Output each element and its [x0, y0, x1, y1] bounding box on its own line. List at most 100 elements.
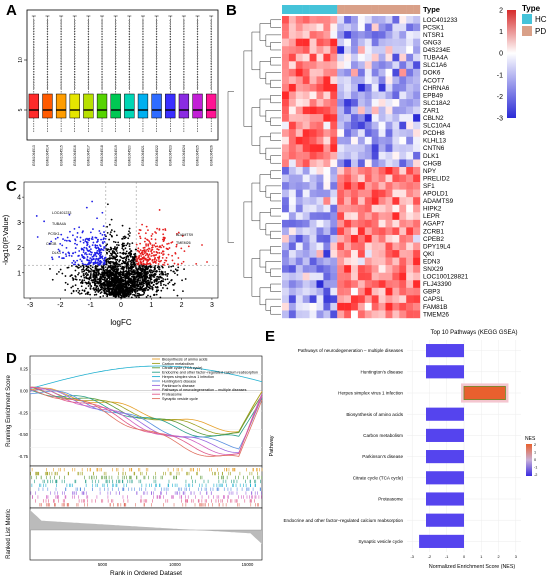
outlier-point	[87, 73, 90, 76]
volcano-point	[116, 278, 119, 281]
outlier-point	[74, 87, 76, 89]
dendrogram-root	[227, 91, 234, 243]
heatmap-cell	[357, 53, 365, 62]
volcano-point	[130, 270, 133, 273]
heatmap-cell	[282, 99, 290, 107]
heatmap-cell	[344, 234, 352, 243]
heatmap-cell	[371, 257, 379, 266]
dendrogram-branch	[270, 268, 281, 277]
heatmap-cell	[378, 159, 386, 168]
heatmap-cell	[378, 121, 386, 130]
heatmap-cell	[330, 38, 338, 47]
heatmap-cell	[295, 129, 303, 137]
x-tick-label: GSM1064522	[155, 145, 159, 166]
legend-tick: 0	[534, 458, 536, 462]
volcano-point	[79, 236, 82, 239]
heatmap-cell	[316, 31, 324, 39]
outlier-point	[169, 62, 171, 65]
heatmap-cell	[351, 257, 359, 266]
outlier-point	[196, 81, 199, 84]
outlier-point	[128, 38, 131, 41]
outlier-point	[87, 81, 90, 84]
volcano-point	[140, 258, 143, 261]
heatmap-cell	[337, 151, 345, 160]
volcano-point	[82, 239, 85, 241]
heatmap-cell	[351, 16, 359, 24]
heatmap-cell	[364, 76, 372, 85]
volcano-point	[126, 243, 129, 245]
heatmap-cell	[344, 46, 352, 54]
volcano-point	[89, 267, 92, 270]
outlier-point	[46, 52, 49, 54]
volcano-point	[132, 260, 134, 263]
heatmap-cell	[288, 129, 296, 137]
annotation-cell	[295, 5, 303, 14]
outlier-point	[142, 68, 144, 70]
volcano-point	[124, 273, 127, 275]
heatmap-cell	[330, 234, 338, 243]
heatmap-cell	[295, 257, 303, 266]
volcano-point	[130, 253, 133, 256]
volcano-point	[93, 272, 95, 275]
heatmap-cell	[330, 227, 338, 236]
outlier-point	[155, 52, 158, 54]
outlier-point	[46, 60, 49, 62]
volcano-point	[132, 263, 134, 266]
volcano-point	[114, 256, 117, 259]
x-tick-label: GSM1064513	[32, 145, 36, 166]
volcano-point	[99, 232, 102, 235]
heatmap-cell	[357, 219, 365, 228]
heatmap-row-label: GBP3	[423, 289, 440, 296]
outlier-point	[183, 41, 185, 43]
outlier-point	[183, 81, 185, 84]
volcano-point	[99, 249, 102, 252]
heatmap-cell	[316, 234, 324, 243]
heatmap-cell	[357, 265, 365, 273]
heatmap-cell	[323, 151, 331, 160]
gene-label: TUBA4A	[52, 222, 67, 226]
outlier-point	[183, 33, 185, 35]
heatmap-cell	[309, 106, 317, 115]
outlier-point	[74, 57, 76, 60]
volcano-point	[72, 252, 75, 255]
outlier-point	[183, 52, 185, 54]
heatmap-cell	[302, 68, 310, 77]
volcano-point	[89, 250, 92, 253]
heatmap-cell	[323, 144, 331, 153]
outlier-point	[60, 52, 62, 54]
outlier-point	[210, 46, 212, 49]
volcano-point	[144, 289, 147, 292]
heatmap-cell	[371, 287, 379, 296]
heatmap-cell	[351, 151, 359, 160]
heatmap-cell	[351, 46, 359, 54]
heatmap-row-label: ZCRB1	[423, 228, 444, 235]
legend-label: Endocrine and other factor–regulated cal…	[162, 371, 258, 375]
volcano-point	[133, 270, 135, 273]
volcano-point	[93, 252, 96, 254]
heatmap-row-label: CHRNA6	[423, 85, 450, 92]
heatmap-cell	[357, 106, 365, 115]
outlier-point	[87, 79, 90, 81]
heatmap-cell	[385, 197, 393, 205]
dendrogram-branch	[265, 34, 281, 47]
volcano-point	[104, 292, 107, 295]
dendrogram-branch	[259, 174, 271, 192]
heatmap-cell	[378, 16, 386, 24]
heatmap-cell	[309, 265, 317, 273]
heatmap-cell	[364, 242, 372, 251]
volcano-point	[103, 259, 106, 262]
heatmap-cell	[309, 23, 317, 32]
outlier-point	[183, 54, 185, 57]
heatmap-cell	[378, 114, 386, 122]
heatmap-cell	[413, 16, 421, 24]
heatmap-cell	[364, 38, 372, 47]
volcano-point	[160, 284, 162, 286]
heatmap-cell	[385, 144, 393, 153]
heatmap-cell	[399, 83, 407, 92]
volcano-point	[101, 255, 104, 258]
volcano-point	[108, 287, 111, 290]
volcano-point	[102, 275, 105, 278]
volcano-point	[182, 290, 184, 292]
heatmap-cell	[288, 182, 296, 190]
heatmap-cell	[337, 114, 345, 122]
